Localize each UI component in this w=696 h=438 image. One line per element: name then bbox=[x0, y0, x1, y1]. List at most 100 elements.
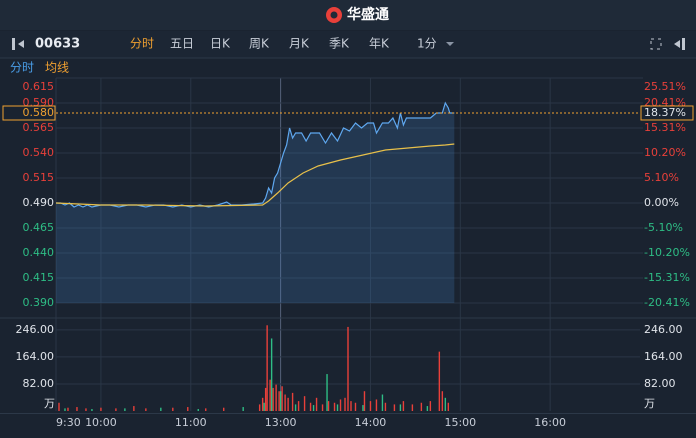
volume-bar bbox=[312, 405, 315, 411]
volume-bar bbox=[393, 404, 396, 411]
volume-bar bbox=[441, 391, 444, 411]
volume-bar bbox=[291, 392, 294, 411]
y2-tick-label: 15.31% bbox=[644, 121, 686, 134]
volume-bar bbox=[275, 384, 277, 411]
x-tick-label: 9:30 bbox=[56, 416, 81, 429]
volume-bar bbox=[115, 408, 117, 411]
volume-bar bbox=[264, 387, 267, 411]
volume-bar bbox=[242, 407, 244, 411]
volume-bar bbox=[344, 397, 346, 411]
expand-arrow[interactable] bbox=[674, 40, 680, 48]
legend-entry[interactable]: 均线 bbox=[45, 61, 69, 75]
volume-bar bbox=[347, 326, 349, 411]
x-tick-label: 10:00 bbox=[85, 416, 117, 429]
volume-bar bbox=[327, 401, 330, 411]
volume-bar bbox=[326, 374, 328, 411]
price-box bbox=[2, 105, 56, 121]
volume-bar bbox=[402, 401, 405, 411]
volume-bar bbox=[363, 391, 366, 411]
volume-bar bbox=[303, 396, 306, 411]
price-area bbox=[56, 103, 455, 303]
tab[interactable]: 季K bbox=[329, 37, 350, 51]
tab[interactable]: 月K bbox=[289, 37, 310, 51]
volume-bar bbox=[266, 325, 268, 411]
symbol: 00633 bbox=[35, 37, 80, 52]
logo-text: 华盛通 bbox=[347, 6, 389, 23]
volume-bar bbox=[281, 386, 283, 411]
volume-unit: 万 bbox=[44, 397, 55, 410]
volume-unit-right: 万 bbox=[644, 397, 655, 410]
y-tick-label: 0.490 bbox=[23, 196, 55, 209]
y2-tick-label: -15.31% bbox=[644, 271, 690, 284]
y-tick-label: 0.465 bbox=[23, 221, 55, 234]
volume-bar bbox=[91, 409, 93, 411]
y2-tick-label: -5.10% bbox=[644, 221, 683, 234]
header-bar bbox=[0, 0, 696, 30]
tab[interactable]: 五日 bbox=[170, 37, 194, 51]
volume-bar bbox=[362, 405, 364, 411]
x-tick-label: 14:00 bbox=[355, 416, 387, 429]
volume-bar bbox=[205, 408, 207, 411]
dropdown-arrow[interactable] bbox=[446, 42, 454, 46]
tab[interactable]: 周K bbox=[249, 37, 270, 51]
volume-bar bbox=[58, 402, 60, 411]
volume-bar bbox=[354, 402, 357, 411]
volume-bar bbox=[333, 402, 336, 411]
volume-bar bbox=[258, 404, 261, 411]
y-tick-label: 0.615 bbox=[23, 80, 55, 93]
collapse-arrow bbox=[18, 40, 24, 48]
volume-bar bbox=[269, 379, 271, 411]
volume-bar bbox=[172, 407, 174, 411]
volume-bar bbox=[429, 401, 432, 411]
collapse-icon[interactable] bbox=[12, 38, 15, 50]
volume-bar bbox=[279, 391, 282, 411]
x-tick-label: 16:00 bbox=[534, 416, 566, 429]
tab[interactable]: 分时 bbox=[130, 37, 154, 51]
y2-tick-label: 10.20% bbox=[644, 146, 686, 159]
y-tick-label: 0.515 bbox=[23, 171, 55, 184]
y-tick-label: 0.565 bbox=[23, 121, 55, 134]
y2-tick-label: 0.00% bbox=[644, 196, 679, 209]
volume-bar bbox=[321, 404, 324, 411]
volume-bar bbox=[145, 408, 147, 411]
tab[interactable]: 年K bbox=[369, 37, 390, 51]
volume-bar bbox=[133, 406, 135, 411]
tab-bar: 分时 五日 日K 周K 月K 季K 年K 1分 bbox=[130, 37, 437, 51]
toolbar bbox=[0, 31, 696, 58]
volume-bar bbox=[444, 397, 447, 411]
volume-bar bbox=[336, 404, 339, 411]
volume-tick-label-right: 246.00 bbox=[644, 323, 683, 336]
x-tick-label: 15:00 bbox=[444, 416, 476, 429]
legend-entry[interactable]: 分时 bbox=[10, 61, 34, 75]
volume-bar bbox=[297, 401, 300, 411]
volume-bar bbox=[411, 404, 414, 411]
y2-tick-label: 25.51% bbox=[644, 80, 686, 93]
volume-bar bbox=[369, 401, 372, 411]
current-change-label: 18.37% bbox=[644, 106, 686, 119]
x-tick-label: 13:00 bbox=[265, 416, 297, 429]
change-box bbox=[640, 105, 694, 121]
volume-bar bbox=[64, 408, 66, 411]
volume-bar bbox=[438, 351, 441, 411]
volume-tick-label-right: 82.00 bbox=[644, 377, 676, 390]
volume-bar bbox=[399, 404, 402, 411]
tab[interactable]: 日K bbox=[210, 37, 231, 51]
y2-tick-label: 5.10% bbox=[644, 171, 679, 184]
x-tick-label: 11:00 bbox=[175, 416, 207, 429]
volume-bar bbox=[100, 407, 102, 411]
axis-strip bbox=[0, 413, 696, 414]
volume-bar bbox=[261, 397, 264, 411]
volume-bar bbox=[270, 338, 273, 411]
y-tick-label: 0.440 bbox=[23, 246, 55, 259]
tab[interactable]: 1分 bbox=[417, 37, 437, 51]
volume-bar bbox=[223, 407, 225, 411]
volume-bar bbox=[287, 397, 289, 411]
y2-tick-label: -10.20% bbox=[644, 246, 690, 259]
expand-icon bbox=[682, 38, 685, 50]
y2-tick-label: -20.41% bbox=[644, 296, 690, 309]
volume-bar bbox=[420, 402, 423, 411]
fullscreen-icon[interactable] bbox=[650, 38, 662, 50]
volume-bar bbox=[315, 397, 318, 411]
volume-bar bbox=[160, 407, 162, 411]
